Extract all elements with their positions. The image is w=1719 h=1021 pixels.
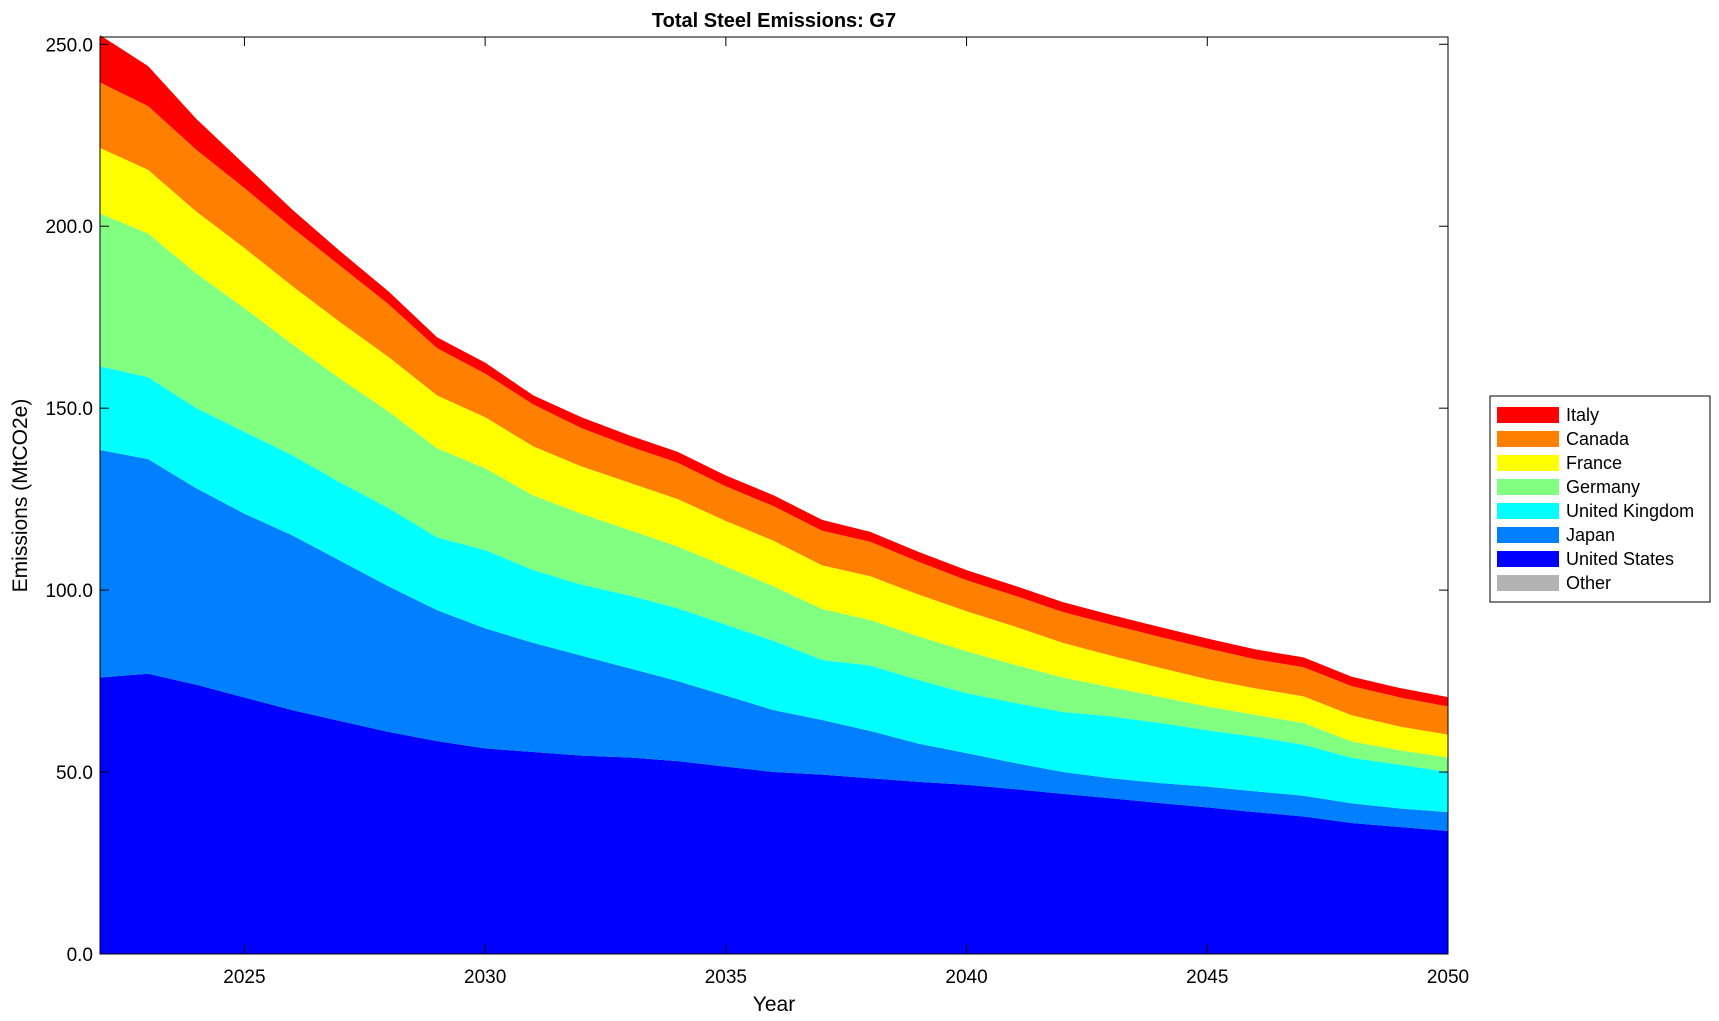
- legend-label-france: France: [1566, 453, 1622, 473]
- legend-label-canada: Canada: [1566, 429, 1630, 449]
- legend-label-united-kingdom: United Kingdom: [1566, 501, 1694, 521]
- y-axis-label: Emissions (MtCO2e): [9, 399, 32, 593]
- x-tick-label: 2030: [464, 967, 506, 988]
- area-united-kingdom: [100, 366, 1448, 813]
- area-japan: [100, 450, 1448, 832]
- y-tick-label: 150.0: [45, 399, 93, 420]
- legend-swatch-united-states: [1497, 551, 1559, 567]
- axis-ticks: 2025 2030 2035 2040 2045 2050 0.0 50.0 100.0 150.…: [45, 35, 1469, 988]
- chart-title: Total Steel Emissions: G7: [652, 10, 896, 32]
- x-tick-label: 2025: [223, 967, 265, 988]
- y-tick-label: 50.0: [56, 763, 93, 784]
- legend: Italy Canada France Germany United Kingdom Ja…: [1489, 395, 1711, 603]
- x-axis-label: Year: [753, 993, 795, 1016]
- y-tick-label: 250.0: [45, 35, 93, 56]
- y-tick-label: 200.0: [45, 217, 93, 238]
- y-tick-label: 100.0: [45, 581, 93, 602]
- y-tick-label: 0.0: [67, 945, 93, 966]
- legend-swatch-japan: [1497, 527, 1559, 543]
- x-tick-label: 2045: [1186, 967, 1228, 988]
- legend-box: [1489, 395, 1711, 603]
- legend-swatch-canada: [1497, 431, 1559, 447]
- x-tick-label: 2040: [945, 967, 987, 988]
- x-tick-label: 2035: [705, 967, 747, 988]
- legend-swatch-germany: [1497, 479, 1559, 495]
- area-series-group: [100, 35, 1448, 954]
- legend-label-italy: Italy: [1566, 405, 1599, 425]
- area-germany: [100, 213, 1448, 773]
- area-united-states: [100, 673, 1448, 954]
- x-tick-label: 2050: [1427, 967, 1469, 988]
- legend-swatch-france: [1497, 455, 1559, 471]
- plot-frame: [99, 36, 1449, 955]
- legend-swatch-other: [1497, 575, 1559, 591]
- legend-swatch-italy: [1497, 407, 1559, 423]
- legend-swatch-united-kingdom: [1497, 503, 1559, 519]
- legend-label-other: Other: [1566, 573, 1611, 593]
- legend-label-japan: Japan: [1566, 525, 1615, 545]
- legend-label-germany: Germany: [1566, 477, 1640, 497]
- legend-label-united-states: United States: [1566, 549, 1674, 569]
